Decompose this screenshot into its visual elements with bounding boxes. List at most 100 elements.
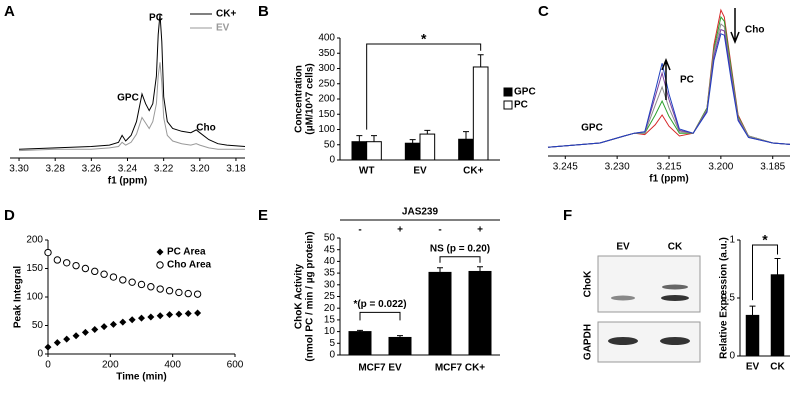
bar [366, 141, 382, 161]
bar [351, 141, 368, 161]
bracket [366, 43, 482, 130]
bar [388, 336, 412, 356]
point [184, 310, 192, 318]
y-axis-label: Peak Integral [13, 266, 24, 328]
x-tick-label: 3.20 [190, 164, 210, 175]
arrow [730, 8, 740, 45]
annotation: GPC [117, 93, 139, 104]
point [166, 311, 174, 319]
x-tick-label: 200 [102, 360, 119, 371]
y-tick-label: 100 [318, 124, 335, 135]
legend-label: Cho Area [167, 260, 212, 271]
panel-label: A [4, 3, 15, 20]
point [147, 313, 155, 321]
point [175, 310, 183, 318]
bar [745, 314, 760, 357]
error-bar [477, 266, 483, 272]
blot-band [611, 295, 635, 301]
y-axis-label: (nmol PC / min / µg protein) [305, 231, 316, 361]
y-tick-label: 15 [324, 315, 336, 326]
arrow [661, 57, 671, 100]
point [156, 285, 164, 293]
point [72, 261, 80, 270]
x-tick-label: 400 [164, 360, 181, 371]
bar [419, 133, 436, 161]
x-tick-label: 3.230 [605, 162, 630, 173]
y-tick-label: 150 [26, 263, 43, 274]
panel-label: C [538, 3, 549, 20]
x-tick-label: 3.185 [760, 162, 785, 173]
legend-label: PC Area [167, 247, 206, 258]
bracket [439, 256, 481, 263]
lane-label: CK [668, 242, 683, 253]
bracket [359, 311, 401, 321]
point [53, 256, 62, 264]
x-tick-label: 600 [227, 360, 244, 371]
x-tick-label: 3.245 [553, 162, 578, 173]
y-tick-label: 0 [329, 350, 335, 361]
bar [468, 270, 492, 356]
point [128, 316, 136, 324]
point [138, 314, 145, 322]
error-bar [409, 139, 416, 144]
point [119, 276, 127, 284]
blot-band [608, 337, 638, 345]
blot-frame [597, 255, 701, 313]
point [156, 312, 164, 320]
point [91, 267, 99, 276]
y-tick-label: 300 [318, 63, 335, 74]
y-tick-label: 250 [318, 78, 335, 89]
y-tick-label: 200 [318, 94, 335, 105]
annotation: PC [680, 75, 694, 86]
spectrum-line [547, 33, 791, 148]
annotation: Cho [196, 123, 215, 134]
error-bar [437, 267, 443, 273]
y-tick-label: 25 [324, 291, 336, 302]
point [100, 270, 108, 278]
group-label: MCF7 CK+ [435, 363, 485, 374]
y-tick-label: 50 [32, 320, 44, 331]
x-tick-label: EV [413, 166, 427, 177]
annotation: Cho [745, 25, 764, 36]
point [184, 289, 192, 298]
point [91, 325, 99, 333]
x-axis-label: f1 (ppm) [108, 176, 147, 187]
blot-band [662, 284, 688, 290]
y-tick-label: 400 [318, 33, 335, 44]
y-tick-label: 200 [26, 235, 43, 246]
error-bar [357, 329, 363, 332]
error-bar [749, 305, 756, 316]
point [119, 318, 127, 326]
x-tick-label: + [477, 225, 483, 236]
legend-swatch [503, 87, 513, 97]
error-bar [397, 335, 403, 338]
blot-band [660, 337, 690, 345]
point [109, 320, 117, 328]
x-tick-label: 3.30 [9, 164, 29, 175]
bar [472, 66, 489, 161]
point [193, 290, 202, 298]
annotation: *(p = 0.022) [353, 299, 406, 310]
annotation: GPC [581, 123, 603, 134]
x-tick-label: WT [359, 166, 375, 177]
legend-marker [156, 248, 164, 256]
x-tick-label: 3.200 [708, 162, 733, 173]
panel-label: E [258, 207, 268, 224]
x-tick-label: 3.215 [656, 162, 681, 173]
bar [428, 271, 452, 356]
y-tick-label: 1 [729, 235, 735, 246]
point [165, 287, 174, 295]
point [53, 339, 61, 347]
y-axis-label: (μM/10^7 cells) [305, 63, 316, 134]
point [81, 264, 90, 273]
bar [770, 274, 785, 357]
blot-band [661, 295, 689, 301]
legend-label: PC [514, 100, 528, 111]
point [63, 335, 71, 343]
x-tick-label: 3.24 [118, 164, 138, 175]
band-label: ChoK [583, 270, 594, 297]
panel-label: B [258, 3, 269, 20]
y-tick-label: 35 [324, 268, 336, 279]
x-tick-label: 3.22 [154, 164, 174, 175]
panel-label: F [563, 207, 572, 224]
